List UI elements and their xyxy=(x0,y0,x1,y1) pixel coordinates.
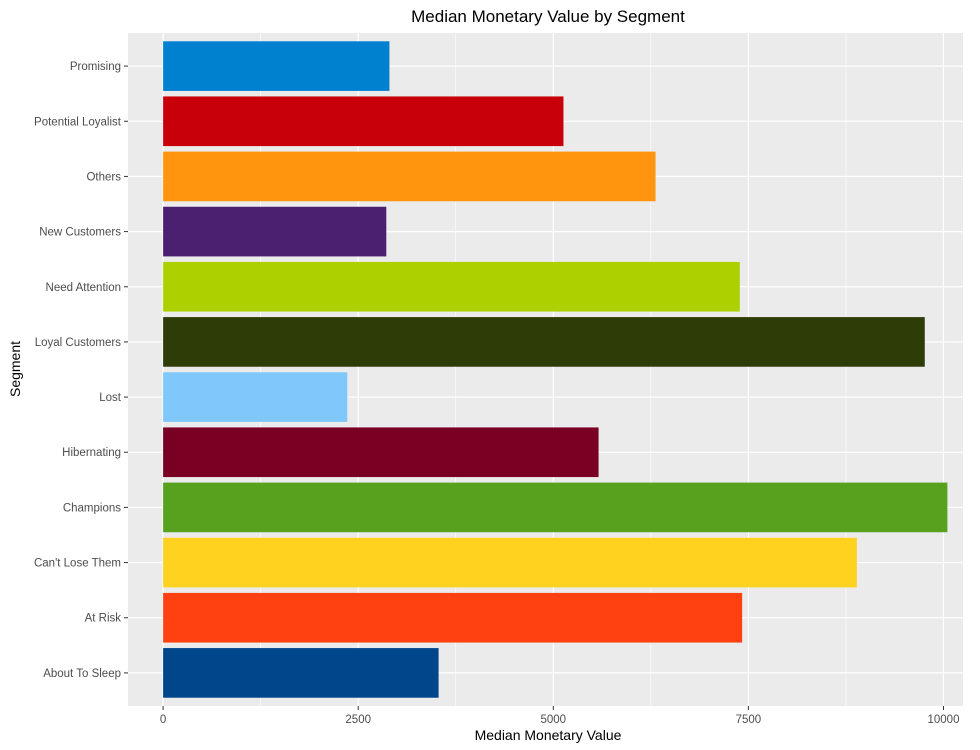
y-tick-label: Hibernating xyxy=(62,447,121,459)
x-tick-label: 2500 xyxy=(345,714,371,726)
y-tick-label: Can't Lose Them xyxy=(34,558,121,570)
y-tick-label: About To Sleep xyxy=(43,668,121,680)
x-tick-label: 5000 xyxy=(541,714,567,726)
y-tick-label: Need Attention xyxy=(46,282,121,294)
y-tick-label: New Customers xyxy=(39,227,121,239)
bar-new-customers xyxy=(163,206,387,257)
chart-title: Median Monetary Value by Segment xyxy=(411,7,685,26)
x-tick-label: 0 xyxy=(160,714,166,726)
bar-can-t-lose-them xyxy=(163,537,857,588)
y-tick-label: At Risk xyxy=(85,613,122,625)
axes: 0 2500 5000 7500 10000 About To Sleep At Risk C… xyxy=(34,61,959,726)
y-tick-label: Others xyxy=(86,171,121,183)
bar-about-to-sleep xyxy=(163,648,439,698)
bar-promising xyxy=(163,41,390,91)
bar-champions xyxy=(163,482,948,533)
bar-need-attention xyxy=(163,261,740,312)
y-tick-label: Potential Loyalist xyxy=(34,116,122,128)
y-tick-label: Loyal Customers xyxy=(35,337,122,349)
x-tick-label: 10000 xyxy=(927,714,959,726)
y-tick-label: Lost xyxy=(99,392,122,404)
x-tick-label: 7500 xyxy=(736,714,762,726)
bar-at-risk xyxy=(163,592,743,643)
bars xyxy=(163,41,948,698)
y-tick-label: Promising xyxy=(70,61,121,73)
bar-hibernating xyxy=(163,427,599,478)
x-axis-title: Median Monetary Value xyxy=(475,727,622,743)
bar-loyal-customers xyxy=(163,317,925,367)
y-tick-label: Champions xyxy=(63,502,121,514)
y-axis-title: Segment xyxy=(7,341,23,397)
bar-lost xyxy=(163,372,348,422)
bar-others xyxy=(163,151,656,202)
bar-potential-loyalist xyxy=(163,96,564,147)
